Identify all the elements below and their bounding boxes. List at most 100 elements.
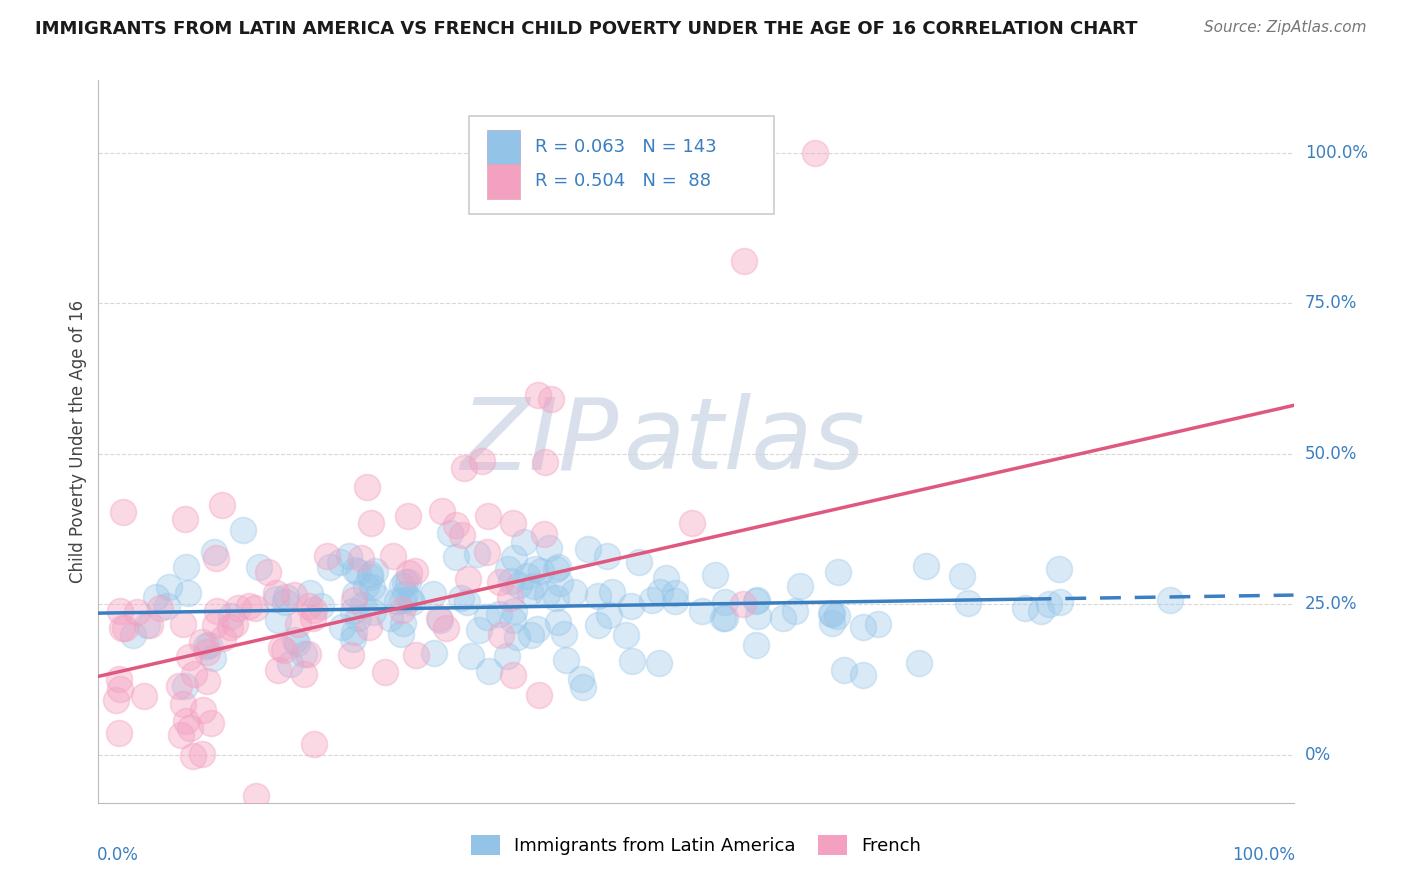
Point: [533, 526, 555, 541]
Point: [534, 455, 557, 469]
Point: [429, 613, 451, 627]
Point: [108, 672, 131, 686]
Point: [664, 586, 686, 600]
Point: [176, 560, 198, 574]
Point: [444, 549, 467, 564]
Point: [1029, 604, 1052, 618]
Text: 0%: 0%: [1305, 746, 1330, 764]
Point: [352, 598, 374, 612]
Point: [309, 599, 332, 614]
Point: [714, 611, 737, 625]
Point: [195, 645, 218, 659]
FancyBboxPatch shape: [486, 164, 520, 199]
Point: [456, 595, 478, 609]
Point: [267, 663, 290, 677]
Point: [503, 551, 526, 566]
Point: [342, 604, 364, 618]
Point: [553, 626, 575, 640]
Point: [489, 575, 512, 590]
Point: [359, 570, 381, 584]
FancyBboxPatch shape: [470, 117, 773, 214]
Point: [820, 606, 842, 620]
Point: [529, 688, 551, 702]
Point: [179, 721, 201, 735]
Point: [278, 657, 301, 671]
Point: [648, 584, 671, 599]
Point: [344, 587, 367, 601]
Point: [957, 596, 980, 610]
Point: [343, 592, 366, 607]
Point: [204, 618, 226, 632]
Point: [337, 549, 360, 563]
Point: [200, 715, 222, 730]
Point: [598, 608, 620, 623]
Point: [350, 551, 373, 566]
Point: [301, 611, 323, 625]
Point: [477, 509, 499, 524]
Point: [284, 633, 307, 648]
Point: [169, 728, 191, 742]
Point: [544, 562, 567, 576]
Point: [245, 789, 267, 804]
Point: [526, 622, 548, 636]
Point: [157, 580, 180, 594]
Point: [274, 595, 297, 609]
Point: [299, 586, 322, 600]
Legend: Immigrants from Latin America, French: Immigrants from Latin America, French: [464, 828, 928, 863]
Point: [354, 579, 377, 593]
Point: [471, 454, 494, 468]
Point: [382, 549, 405, 564]
Point: [772, 611, 794, 625]
Point: [423, 646, 446, 660]
Point: [247, 560, 270, 574]
Point: [257, 565, 280, 579]
Point: [108, 603, 131, 617]
Point: [398, 566, 420, 580]
Point: [172, 698, 194, 712]
Point: [319, 559, 342, 574]
Point: [195, 640, 218, 654]
Point: [495, 648, 517, 663]
Point: [108, 682, 131, 697]
Point: [548, 576, 571, 591]
Point: [546, 591, 568, 606]
Point: [434, 621, 457, 635]
Point: [868, 617, 890, 632]
Point: [359, 567, 381, 582]
Point: [399, 592, 422, 607]
Point: [821, 607, 844, 621]
Point: [108, 726, 131, 740]
Point: [502, 668, 524, 682]
Point: [620, 654, 643, 668]
Point: [226, 600, 249, 615]
Point: [1159, 592, 1181, 607]
Point: [342, 632, 364, 647]
Point: [404, 564, 426, 578]
Point: [360, 516, 382, 531]
Point: [804, 145, 827, 160]
Point: [576, 542, 599, 557]
Point: [538, 541, 561, 555]
Point: [394, 574, 416, 589]
Point: [952, 568, 974, 582]
Point: [733, 254, 755, 268]
Point: [356, 480, 378, 494]
Point: [620, 599, 643, 614]
Point: [832, 663, 855, 677]
Point: [389, 627, 412, 641]
Point: [167, 679, 190, 693]
Point: [173, 680, 195, 694]
Point: [172, 617, 194, 632]
Point: [329, 555, 352, 569]
Point: [519, 627, 541, 641]
Point: [212, 631, 235, 645]
Point: [733, 597, 755, 611]
Text: IMMIGRANTS FROM LATIN AMERICA VS FRENCH CHILD POVERTY UNDER THE AGE OF 16 CORREL: IMMIGRANTS FROM LATIN AMERICA VS FRENCH …: [35, 20, 1137, 37]
Point: [391, 603, 413, 617]
Point: [526, 388, 548, 402]
Point: [530, 564, 553, 578]
Point: [385, 593, 408, 607]
Point: [460, 649, 482, 664]
Point: [789, 578, 811, 592]
Point: [149, 601, 172, 615]
